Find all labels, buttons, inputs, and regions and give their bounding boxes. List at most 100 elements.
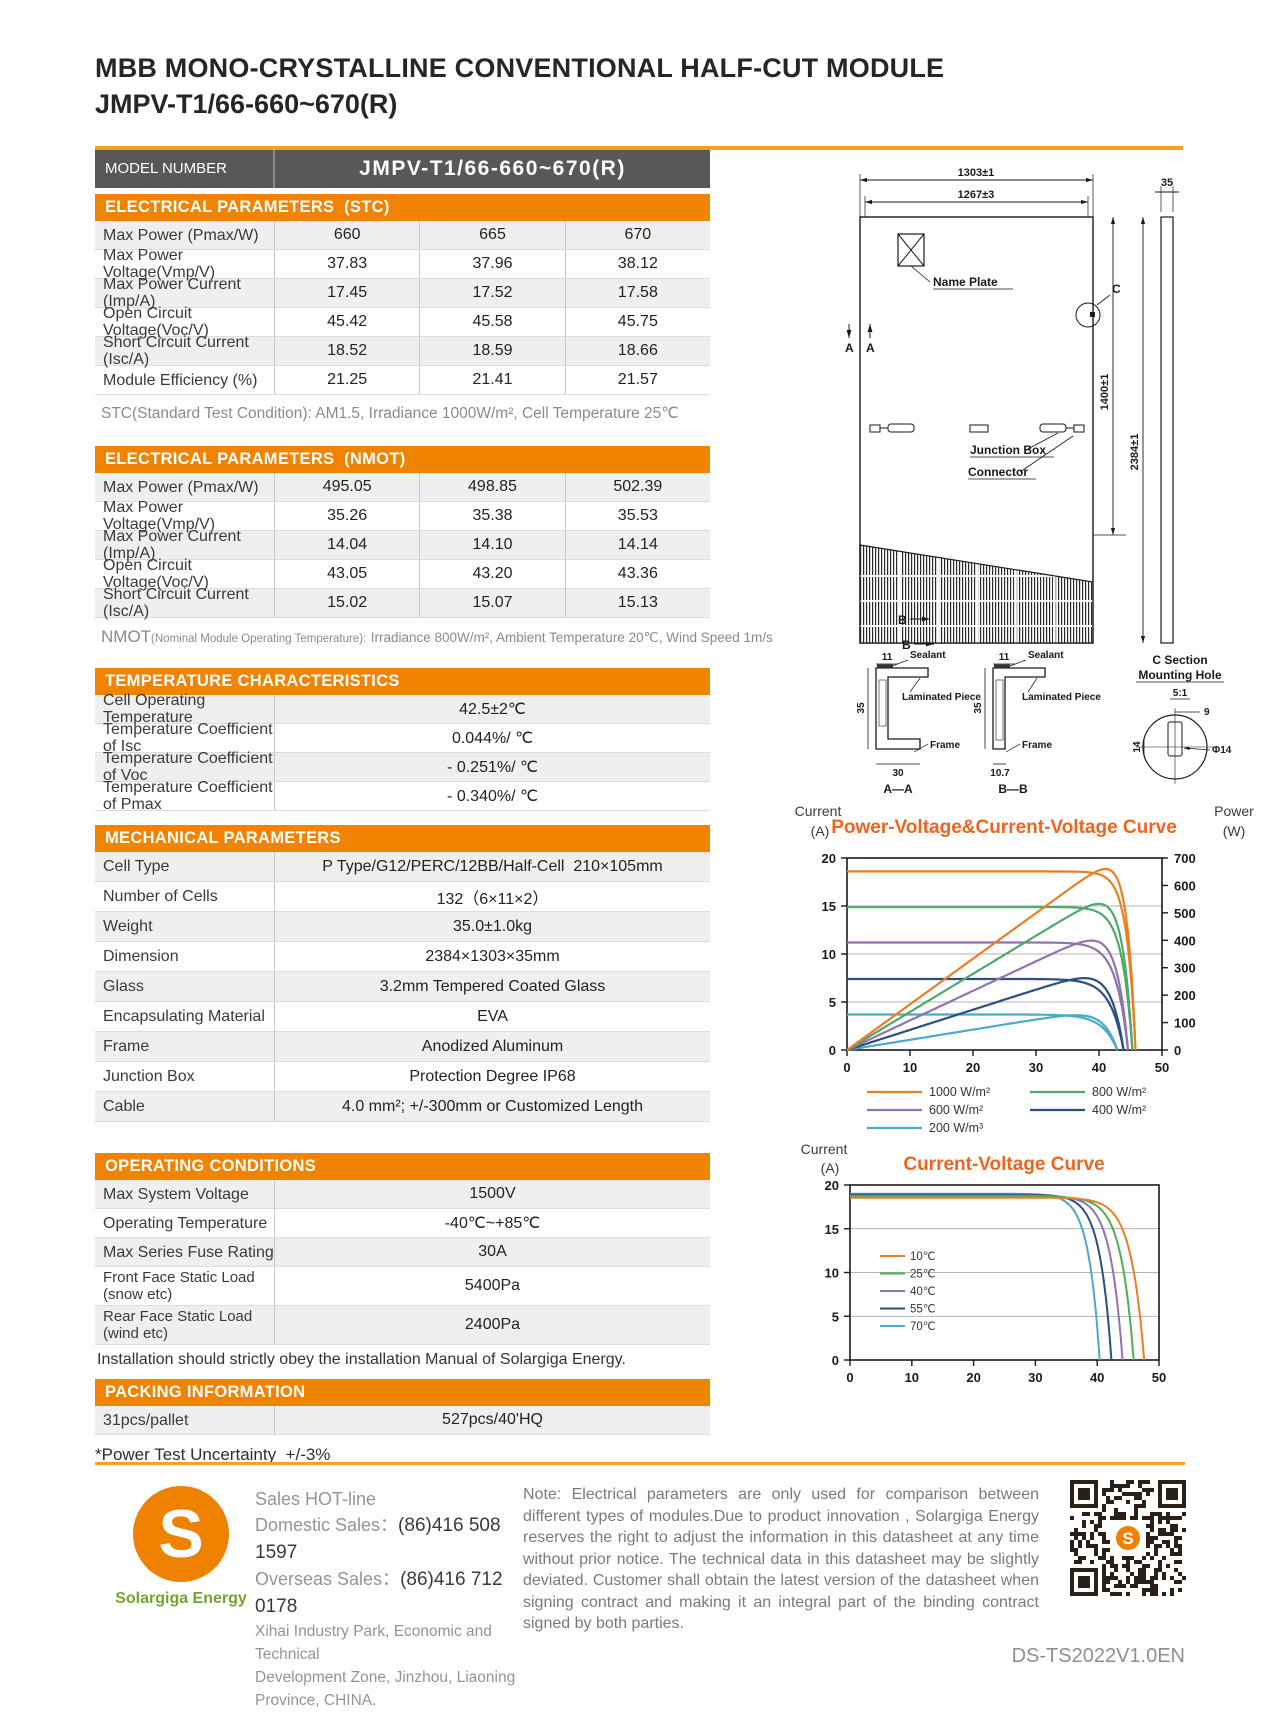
table-row: Number of Cells 132（6×11×2） — [95, 882, 710, 912]
dim-c-diameter: Φ14 — [1212, 745, 1232, 756]
mechanical-table: Cell Type P Type/G12/PERC/12BB/Half-Cell … — [95, 852, 710, 1122]
left-tick-label: 15 — [825, 1222, 839, 1237]
iv-curve — [850, 1193, 1113, 1361]
table-row: Temperature Coefficient of Isc 0.044%/ ℃ — [95, 721, 710, 755]
right-tick-label: 100 — [1174, 1016, 1196, 1031]
hotline-label: Sales HOT-line — [255, 1489, 377, 1509]
nmot-footnote-acronym: NMOT — [101, 627, 152, 646]
row-label: Max Power Voltage(Vmp/V) — [95, 499, 275, 533]
x-tick-label: 30 — [1028, 1370, 1042, 1385]
contact-block: Sales HOT-line Domestic Sales：(86)416 50… — [255, 1486, 535, 1712]
left-axis-title: Current — [801, 1141, 848, 1157]
iv-temperature-curve-chart: Current (A) Current-Voltage Curve 0 5 10 15… — [801, 1141, 1167, 1385]
cell: Protection Degree IP68 — [409, 1067, 576, 1085]
section-aa: 11 35 30 Sealant Laminated Piece Frame A… — [856, 650, 981, 796]
left-tick-label: 5 — [829, 995, 836, 1010]
pv-curve — [846, 902, 1134, 1051]
cell: 21.41 — [420, 366, 566, 394]
left-tick-label: 15 — [822, 899, 836, 914]
cell: - 0.251%/ ℃ — [447, 759, 538, 776]
left-tick-label: 5 — [832, 1309, 839, 1324]
cell: 14.04 — [275, 531, 421, 559]
row-label: Open Circuit Voltage(Voc/V) — [95, 557, 275, 591]
cell: 17.52 — [420, 279, 566, 307]
cell: 660 — [275, 221, 421, 249]
row-label: Junction Box — [95, 1062, 275, 1091]
x-tick-label: 10 — [905, 1370, 919, 1385]
row-label: Encapsulating Material — [95, 1002, 275, 1031]
table-row: Short Circuit Current (Isc/A) 15.02 15.07 1… — [95, 586, 710, 620]
right-tick-label: 700 — [1174, 851, 1196, 866]
section-b-mark: B — [902, 638, 911, 652]
left-axis-title: Current — [795, 803, 842, 819]
stc-table: Max Power (Pmax/W) 660 665 670 Max Power Vo… — [95, 221, 710, 395]
section-bb-label: B—B — [998, 782, 1028, 796]
temperature-table: Cell Operating Temperature 42.5±2℃ Temper… — [95, 692, 710, 813]
row-label: Front Face Static Load (snow etc) — [95, 1267, 275, 1305]
module-side-view — [1160, 216, 1174, 644]
section-c-mark: C — [1112, 282, 1121, 296]
overseas-sales-label: Overseas Sales： — [255, 1569, 401, 1589]
page-header: MBB MONO-CRYSTALLINE CONVENTIONAL HALF-C… — [95, 50, 1185, 122]
table-row: Temperature Coefficient of Voc - 0.251%/ … — [95, 750, 710, 784]
cell: 30A — [478, 1243, 507, 1260]
cell: 18.59 — [420, 337, 566, 365]
page-subtitle: JMPV-T1/66-660~670(R) — [95, 89, 398, 119]
legend-label: 200 W/m³ — [929, 1121, 983, 1135]
installation-note: Installation should strictly obey the in… — [97, 1351, 626, 1368]
row-label: Max Power Current (Imp/A) — [95, 528, 275, 562]
c-section-title2: Mounting Hole — [1138, 668, 1222, 682]
dim-width: 1303±1 — [958, 167, 995, 179]
cell: 35.38 — [420, 502, 566, 530]
cell: 35.53 — [617, 507, 658, 524]
cell: 2400Pa — [464, 1316, 521, 1333]
table-row: Max Power (Pmax/W) 495.05 498.85 502.39 — [95, 473, 710, 502]
cell: 0.044%/ ℃ — [451, 730, 534, 747]
table-row: Max Power Voltage(Vmp/V) 35.26 35.38 35.53 — [95, 499, 710, 533]
row-label: Rear Face Static Load (wind etc) — [95, 1306, 275, 1344]
iv-curve — [847, 941, 1130, 1051]
operating-section-header: OPERATING CONDITIONS — [95, 1153, 710, 1180]
right-tick-label: 400 — [1174, 933, 1196, 948]
cell: 45.75 — [617, 313, 658, 330]
row-label: Dimension — [95, 942, 275, 971]
nmot-footnote-paren: (Nominal Module Operating Temperature): — [151, 633, 367, 645]
row-label: Module Efficiency (%) — [95, 366, 275, 394]
c-section-scale: 5:1 — [1173, 688, 1188, 699]
row-label: Short Circuit Current (Isc/A) — [95, 586, 275, 620]
cell: 1500V — [469, 1185, 516, 1202]
cell: 18.52 — [275, 337, 421, 365]
left-tick-label: 0 — [832, 1353, 839, 1368]
row-label: Temperature Coefficient of Pmax — [95, 779, 275, 813]
dim-c-side: 14 — [1132, 741, 1143, 753]
pv-curve — [846, 1014, 1119, 1052]
legend-label: 40℃ — [910, 1286, 936, 1298]
cell: 43.05 — [275, 560, 421, 588]
table-row: Encapsulating Material EVA — [95, 1002, 710, 1032]
row-label: Temperature Coefficient of Isc — [95, 721, 275, 755]
cell: 14.14 — [617, 536, 658, 553]
x-tick-label: 40 — [1090, 1370, 1104, 1385]
iv-curve — [850, 1192, 1101, 1361]
row-label: Max Series Fuse Rating — [95, 1238, 275, 1266]
solargiga-logo: S — [133, 1486, 229, 1582]
nmot-section-header: ELECTRICAL PARAMETERS (NMOT) — [95, 446, 710, 473]
nmot-footnote: NMOT(Nominal Module Operating Temperatur… — [95, 618, 773, 656]
spec-column: MODEL NUMBER JMPV-T1/66-660~670(R) ELECT… — [95, 150, 773, 1465]
left-axis-unit: (A) — [821, 1160, 840, 1176]
address-line1: Xihai Industry Park, Economic and Techni… — [255, 1623, 492, 1663]
module-technical-drawing: 1303±1 1267±3 35 2384±1 1400±1 Name Plat… — [845, 167, 1232, 796]
dim-aa-side: 35 — [856, 702, 867, 714]
model-number-value: JMPV-T1/66-660~670(R) — [359, 157, 626, 180]
table-row: Max Power Voltage(Vmp/V) 37.83 37.96 38.12 — [95, 247, 710, 281]
address-line2: Development Zone, Jinzhou, Liaoning — [255, 1669, 516, 1686]
row-label: Cell Operating Temperature — [95, 692, 275, 726]
packing-row: 31pcs/pallet 527pcs/40'HQ — [95, 1406, 710, 1435]
section-b-mark: B — [898, 613, 907, 627]
table-row: Weight 35.0±1.0kg — [95, 912, 710, 942]
left-tick-label: 0 — [829, 1043, 836, 1058]
document-code: DS-TS2022V1.0EN — [1011, 1645, 1185, 1667]
dim-c-top: 9 — [1204, 707, 1210, 718]
legend-label: 55℃ — [910, 1304, 936, 1316]
